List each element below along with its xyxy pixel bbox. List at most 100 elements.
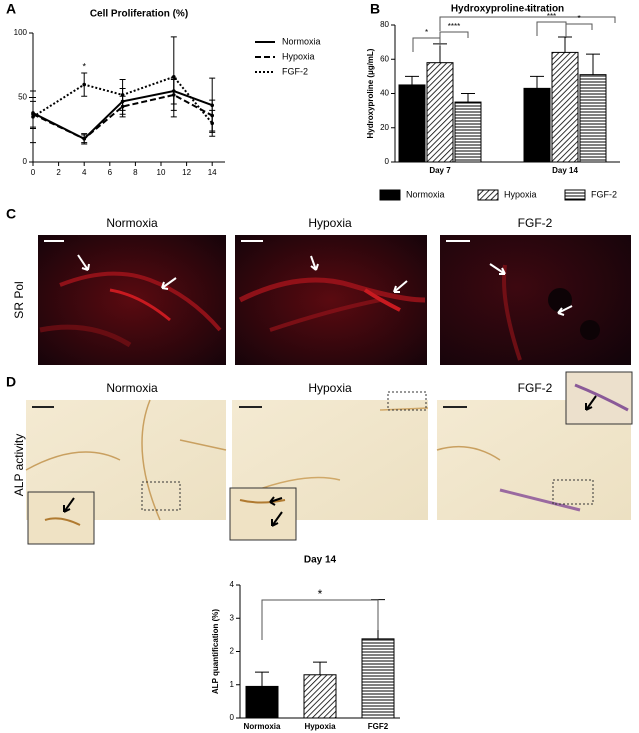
bar bbox=[361, 638, 395, 719]
bar bbox=[454, 101, 482, 163]
legend-label: Hypoxia bbox=[282, 51, 315, 61]
error-bar bbox=[586, 53, 600, 75]
micrograph bbox=[38, 235, 226, 365]
row-label: SR Pol bbox=[12, 281, 26, 318]
significance-bracket bbox=[261, 599, 379, 640]
significance-bracket bbox=[439, 31, 469, 46]
micrograph bbox=[229, 391, 429, 541]
x-tick-label: Day 14 bbox=[552, 166, 578, 175]
y-tick-label: 3 bbox=[230, 613, 235, 622]
y-tick-label: 0 bbox=[23, 157, 28, 166]
error-bar bbox=[461, 93, 475, 103]
legend-swatch bbox=[379, 189, 401, 201]
error-bar bbox=[170, 76, 177, 118]
significance-label: **** bbox=[448, 22, 460, 31]
y-tick-label: 80 bbox=[380, 20, 389, 29]
significance-bracket bbox=[412, 37, 441, 52]
y-axis-label: ALP quantification (%) bbox=[211, 609, 220, 695]
chart-title: Day 14 bbox=[304, 555, 337, 566]
bar bbox=[398, 84, 426, 163]
legend-swatch bbox=[477, 189, 499, 201]
panel-letter: A bbox=[6, 1, 16, 17]
legend-label: Normoxia bbox=[282, 36, 321, 46]
y-tick-label: 0 bbox=[385, 157, 390, 166]
chart-title: Cell Proliferation (%) bbox=[90, 9, 188, 20]
x-tick-label: Normoxia bbox=[244, 722, 281, 731]
point bbox=[82, 82, 86, 87]
x-tick-label: Day 7 bbox=[429, 166, 451, 175]
significance-label: ** bbox=[524, 7, 530, 16]
y-tick-label: 50 bbox=[18, 93, 27, 102]
x-tick-label: 10 bbox=[157, 168, 166, 177]
error-bar bbox=[119, 94, 126, 111]
error-bar bbox=[209, 123, 216, 137]
y-tick-label: 4 bbox=[230, 580, 235, 589]
x-tick-label: FGF2 bbox=[368, 722, 389, 731]
significance-label: *** bbox=[547, 12, 556, 21]
x-tick-label: 14 bbox=[208, 168, 217, 177]
image-title: FGF-2 bbox=[518, 381, 553, 395]
significance-bracket bbox=[565, 23, 593, 38]
bar bbox=[523, 87, 551, 163]
image-title: Normoxia bbox=[106, 216, 158, 230]
micrograph bbox=[436, 371, 633, 520]
x-tick-label: Hypoxia bbox=[304, 722, 336, 731]
significance-label: * bbox=[318, 587, 323, 601]
error-bar bbox=[530, 75, 544, 89]
bar bbox=[579, 74, 607, 163]
error-bar bbox=[119, 78, 126, 95]
significance-label: * bbox=[425, 28, 428, 37]
bar bbox=[426, 62, 454, 163]
series-line bbox=[32, 93, 213, 140]
error-bar bbox=[30, 90, 36, 117]
significance-bracket bbox=[439, 16, 616, 31]
error-bar bbox=[558, 36, 572, 53]
y-tick-label: 1 bbox=[230, 680, 235, 689]
significance-label: * bbox=[577, 14, 580, 23]
y-tick-label: 0 bbox=[230, 713, 235, 722]
y-tick-label: 40 bbox=[380, 89, 389, 98]
image-title: Hypoxia bbox=[308, 381, 352, 395]
legend-label: FGF-2 bbox=[591, 189, 617, 199]
error-bar bbox=[81, 84, 88, 97]
panel-letter: D bbox=[6, 374, 16, 390]
significance-bracket bbox=[536, 21, 567, 36]
point bbox=[172, 75, 176, 79]
error-bar bbox=[313, 661, 327, 675]
legend-label: FGF-2 bbox=[282, 66, 308, 76]
x-tick-label: 0 bbox=[31, 168, 36, 177]
error-bar bbox=[405, 75, 419, 85]
legend-label: Hypoxia bbox=[504, 189, 537, 199]
annotation: * bbox=[82, 61, 86, 71]
image-title: Hypoxia bbox=[308, 216, 352, 230]
chart-title: Hydroxyproline titration bbox=[451, 4, 564, 15]
error-bar bbox=[170, 36, 177, 77]
micrograph bbox=[440, 235, 631, 365]
panel-letter: B bbox=[370, 1, 380, 17]
x-tick-label: 6 bbox=[108, 168, 113, 177]
error-bar bbox=[433, 43, 447, 63]
point bbox=[31, 115, 35, 119]
image-title: FGF-2 bbox=[518, 216, 553, 230]
row-label: ALP activity bbox=[12, 434, 26, 496]
image-title: Normoxia bbox=[106, 381, 158, 395]
legend-swatch bbox=[564, 189, 586, 201]
x-tick-label: 4 bbox=[82, 168, 87, 177]
y-tick-label: 2 bbox=[230, 647, 235, 656]
x-tick-label: 12 bbox=[182, 168, 191, 177]
panel-letter: C bbox=[6, 206, 16, 222]
x-tick-label: 8 bbox=[133, 168, 138, 177]
bar bbox=[245, 685, 279, 719]
y-axis-label: Hydroxyproline (µg/mL) bbox=[366, 48, 375, 138]
point bbox=[82, 136, 86, 141]
point bbox=[120, 93, 125, 97]
micrograph bbox=[235, 235, 427, 365]
y-tick-label: 100 bbox=[14, 28, 28, 37]
micrograph bbox=[25, 399, 227, 545]
legend-label: Normoxia bbox=[406, 189, 445, 199]
point bbox=[210, 121, 214, 126]
error-bar bbox=[81, 72, 88, 85]
error-bar bbox=[209, 109, 216, 124]
y-tick-label: 20 bbox=[380, 123, 389, 132]
